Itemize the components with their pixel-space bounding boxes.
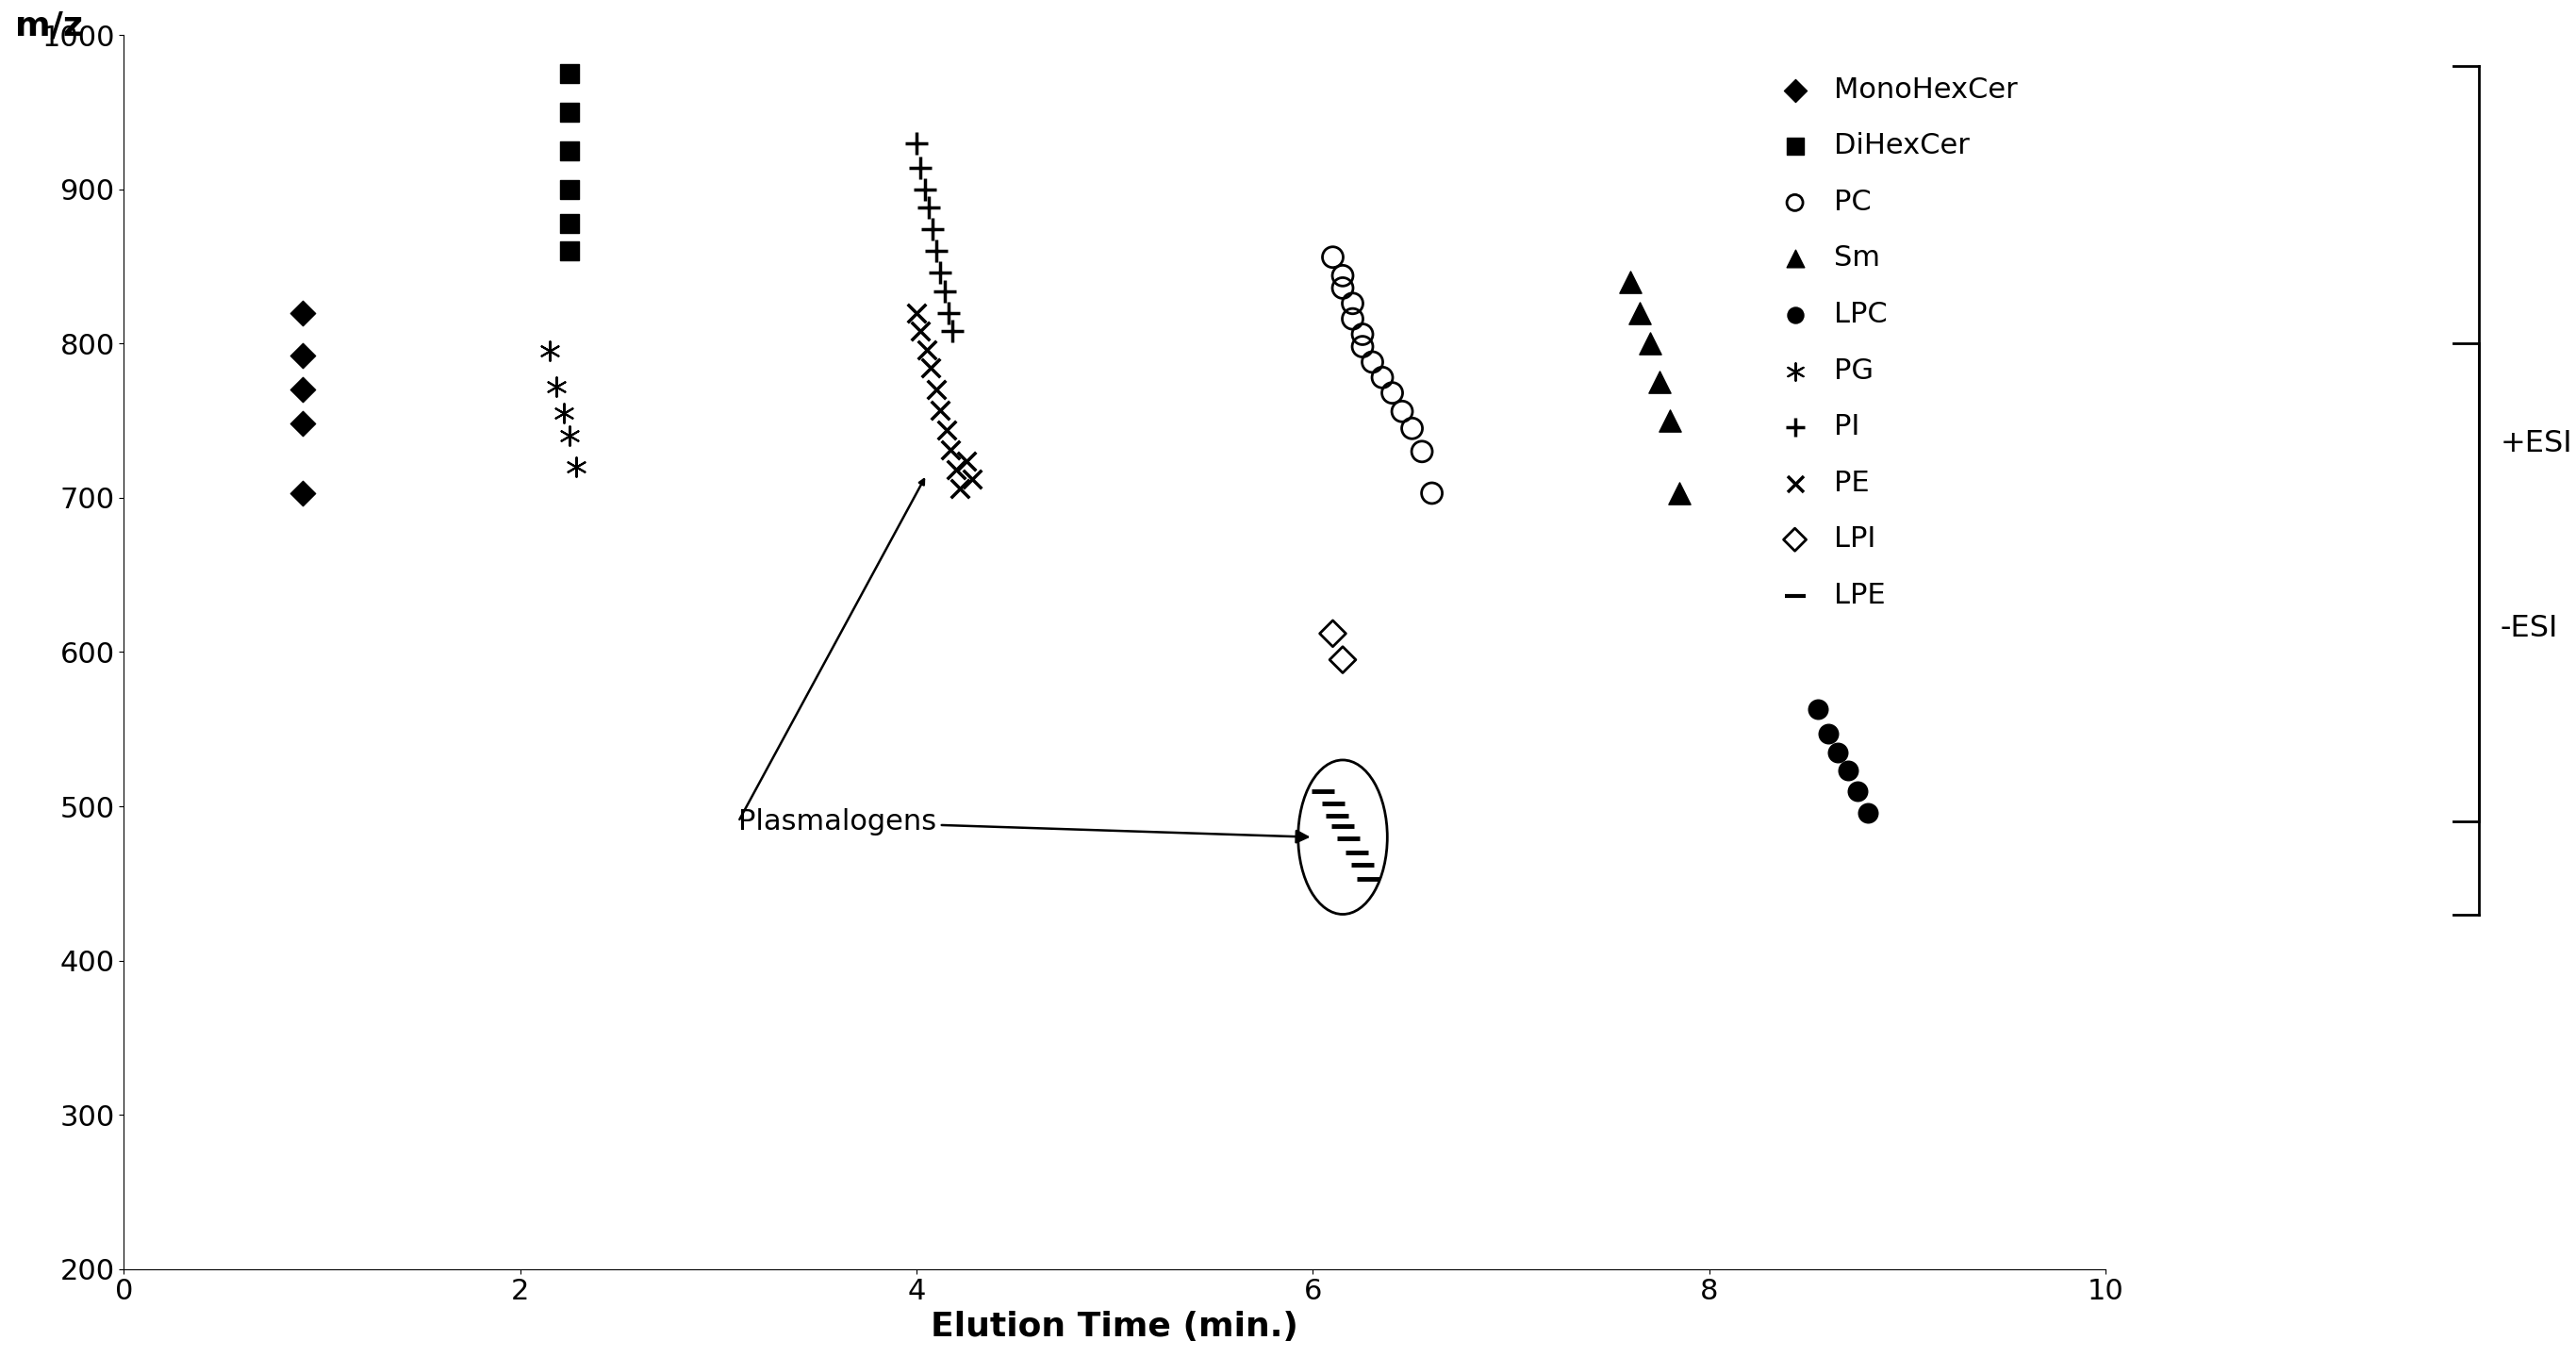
Point bbox=[935, 459, 976, 480]
Point bbox=[920, 262, 961, 284]
Point bbox=[1610, 271, 1651, 293]
Point bbox=[1819, 741, 1860, 763]
Point bbox=[1303, 780, 1345, 802]
Point bbox=[549, 240, 590, 262]
Point bbox=[1321, 277, 1363, 299]
Point bbox=[1352, 351, 1394, 373]
Point bbox=[899, 320, 940, 342]
Point bbox=[899, 157, 940, 179]
Point bbox=[925, 281, 966, 303]
Point bbox=[1620, 301, 1662, 323]
Point bbox=[1381, 400, 1422, 422]
Point bbox=[909, 357, 951, 379]
Point bbox=[1638, 372, 1680, 394]
Point bbox=[1329, 828, 1370, 849]
Point bbox=[1316, 805, 1358, 826]
Point bbox=[1837, 780, 1878, 802]
Point bbox=[1311, 792, 1352, 814]
Point bbox=[1311, 623, 1352, 645]
Point bbox=[1332, 293, 1373, 315]
Point bbox=[1798, 699, 1839, 721]
Point bbox=[940, 478, 981, 499]
Point bbox=[1347, 868, 1388, 890]
Text: Plasmalogens: Plasmalogens bbox=[739, 807, 1309, 843]
Point bbox=[556, 456, 598, 478]
Legend: MonoHexCer, DiHexCer, PC, Sm, LPC, PG, PI, PE, LPI, LPE: MonoHexCer, DiHexCer, PC, Sm, LPC, PG, P… bbox=[1759, 62, 2032, 623]
Point bbox=[549, 102, 590, 123]
Point bbox=[933, 320, 974, 342]
Point bbox=[1659, 482, 1700, 503]
Point bbox=[1332, 308, 1373, 330]
Point bbox=[917, 240, 958, 262]
Point bbox=[896, 132, 938, 153]
Point bbox=[531, 341, 572, 362]
Point bbox=[1628, 332, 1669, 354]
Text: m/z: m/z bbox=[15, 11, 82, 42]
X-axis label: Elution Time (min.): Elution Time (min.) bbox=[930, 1311, 1298, 1343]
Point bbox=[549, 425, 590, 446]
Point bbox=[945, 451, 987, 472]
Point bbox=[1412, 482, 1453, 503]
Point bbox=[1808, 723, 1850, 745]
Point bbox=[1321, 649, 1363, 670]
Point bbox=[549, 62, 590, 84]
Text: -ESI: -ESI bbox=[2499, 615, 2558, 643]
Point bbox=[281, 482, 322, 503]
Point bbox=[904, 178, 945, 199]
Point bbox=[1363, 366, 1404, 388]
Point bbox=[951, 468, 992, 490]
Point bbox=[907, 197, 948, 218]
Point bbox=[917, 379, 958, 400]
Point bbox=[1847, 802, 1888, 824]
Point bbox=[1321, 816, 1363, 837]
Point bbox=[907, 339, 948, 361]
Point bbox=[1391, 418, 1432, 440]
Point bbox=[549, 213, 590, 235]
Text: +ESI: +ESI bbox=[2499, 429, 2571, 459]
Point bbox=[536, 376, 577, 398]
Point bbox=[896, 301, 938, 323]
Point bbox=[1342, 323, 1383, 345]
Point bbox=[1342, 335, 1383, 357]
Point bbox=[281, 301, 322, 323]
Point bbox=[1649, 410, 1690, 432]
Point bbox=[1342, 854, 1383, 875]
Point bbox=[1370, 383, 1412, 404]
Point bbox=[1321, 265, 1363, 286]
Point bbox=[549, 140, 590, 161]
Point bbox=[920, 399, 961, 421]
Point bbox=[912, 218, 953, 240]
Point bbox=[925, 419, 966, 441]
Point bbox=[1401, 441, 1443, 463]
Point bbox=[927, 301, 969, 323]
Point bbox=[1826, 760, 1868, 782]
Point bbox=[549, 178, 590, 199]
Point bbox=[1337, 841, 1378, 863]
Point bbox=[281, 345, 322, 366]
Point bbox=[281, 379, 322, 400]
Point bbox=[281, 413, 322, 434]
Point bbox=[544, 402, 585, 423]
Point bbox=[1311, 247, 1352, 269]
Point bbox=[930, 440, 971, 461]
